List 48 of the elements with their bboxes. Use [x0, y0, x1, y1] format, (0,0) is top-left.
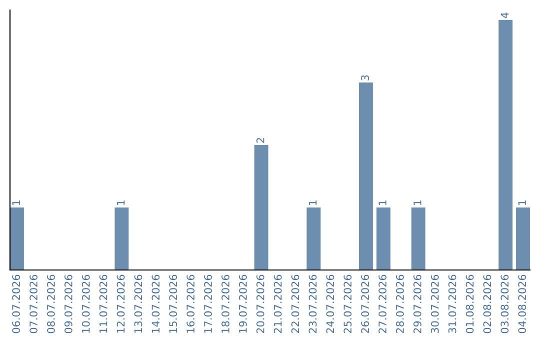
- data-label: 4: [500, 12, 508, 18]
- x-tick-label: 11.07.2026: [99, 274, 108, 333]
- x-tick-label: 01.08.2026: [466, 274, 474, 334]
- data-label: 3: [361, 75, 369, 80]
- x-tick-label: 15.07.2026: [169, 274, 178, 333]
- x-tick-label: 07.07.2026: [30, 274, 38, 334]
- data-label: 1: [378, 200, 386, 205]
- x-tick-label: 23.07.2026: [308, 274, 317, 334]
- x-tick-label: 31.07.2026: [448, 274, 456, 334]
- x-tick-label: 19.07.2026: [238, 274, 247, 333]
- x-tick-label: 04.08.2026: [518, 274, 526, 334]
- bar: [498, 20, 513, 270]
- x-tick-label: 12.07.2026: [116, 274, 125, 333]
- bar: [10, 208, 24, 270]
- bar: [411, 208, 426, 270]
- x-tick-label: 08.07.2026: [47, 274, 55, 334]
- bar: [114, 208, 129, 270]
- x-tick-label: 20.07.2026: [256, 274, 264, 334]
- x-tick-label: 10.07.2026: [82, 274, 90, 333]
- x-tick-label: 09.07.2026: [64, 274, 72, 334]
- bar: [358, 82, 373, 270]
- x-tick-label: 13.07.2026: [134, 274, 142, 333]
- data-label: 1: [116, 200, 125, 205]
- data-label: 1: [518, 200, 526, 205]
- bar: [254, 145, 268, 270]
- x-tick-label: 16.07.2026: [186, 274, 194, 333]
- x-tick-label: 21.07.2026: [274, 274, 282, 334]
- bar: [306, 208, 321, 270]
- bar: [516, 208, 530, 270]
- x-tick-label: 06.07.2026: [12, 274, 20, 334]
- data-label: 1: [308, 200, 316, 205]
- x-tick-label: 02.08.2026: [483, 274, 492, 334]
- x-tick-label: 24.07.2026: [326, 274, 334, 334]
- x-tick-label: 26.07.2026: [361, 274, 369, 334]
- x-tick-label: 03.08.2026: [500, 274, 509, 334]
- x-tick-label: 30.07.2026: [430, 274, 439, 334]
- x-tick-label: 17.07.2026: [204, 274, 212, 333]
- x-tick-label: 28.07.2026: [396, 274, 404, 334]
- x-tick-label: 25.07.2026: [344, 274, 352, 334]
- data-label: 2: [256, 138, 264, 143]
- bar: [376, 208, 390, 270]
- x-tick-label: 29.07.2026: [413, 274, 422, 334]
- x-tick-label: 22.07.2026: [291, 274, 300, 334]
- data-label: 1: [12, 200, 20, 205]
- x-tick-label: 14.07.2026: [152, 274, 160, 333]
- x-tick-label: 18.07.2026: [222, 274, 230, 333]
- x-tick-label: 27.07.2026: [378, 274, 386, 334]
- data-label: 1: [414, 200, 422, 205]
